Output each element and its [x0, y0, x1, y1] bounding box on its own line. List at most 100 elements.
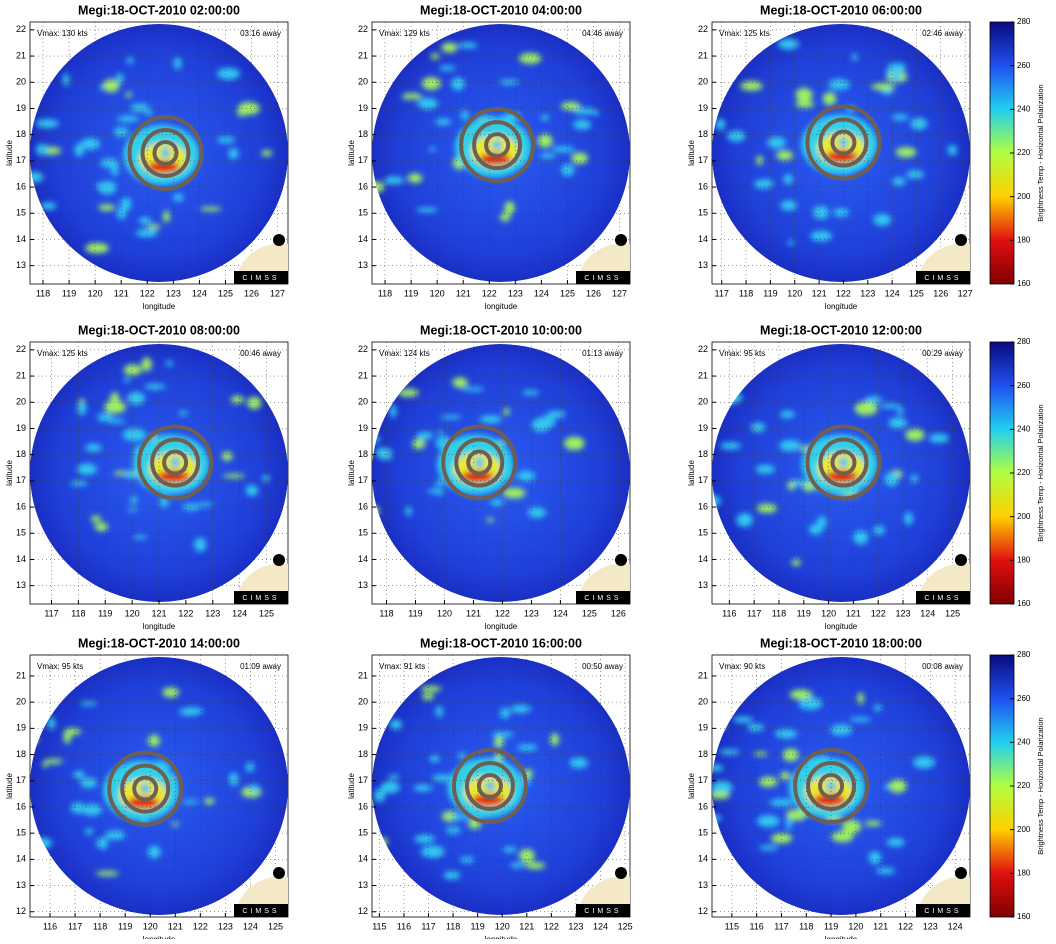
x-tick-label: 120	[430, 288, 445, 298]
cloud-spot	[439, 66, 456, 71]
x-tick-label: 119	[763, 288, 777, 298]
y-tick-label: 18	[698, 129, 708, 139]
y-axis-label: latitude	[347, 460, 356, 486]
y-tick-label: 13	[358, 580, 368, 590]
cloud-spot	[163, 211, 170, 223]
panel-title: Megi:18-OCT-2010 06:00:00	[760, 3, 922, 17]
x-tick-label: 127	[958, 288, 973, 298]
vmax-label: Vmax: 90 kts	[719, 662, 765, 671]
colorbar-tick-label: 200	[1017, 192, 1031, 201]
y-tick-label: 18	[16, 449, 26, 459]
y-tick-label: 22	[698, 344, 708, 354]
panel-title: Megi:18-OCT-2010 04:00:00	[420, 3, 582, 17]
cloud-spot	[775, 729, 798, 738]
y-tick-label: 20	[16, 77, 26, 87]
cloud-spot	[855, 402, 878, 416]
x-tick-label: 124	[553, 608, 568, 618]
cloud-spot	[767, 137, 786, 149]
cloud-spot	[85, 444, 102, 452]
x-tick-label: 120	[848, 921, 863, 931]
x-tick-label: 125	[560, 288, 575, 298]
cloud-spot	[873, 214, 891, 226]
cloud-spot	[117, 208, 127, 219]
cloud-spot	[250, 784, 259, 792]
cloud-spot	[127, 392, 145, 405]
y-tick-label: 12	[358, 906, 368, 916]
y-tick-label: 12	[698, 906, 708, 916]
x-tick-label: 124	[593, 921, 608, 931]
y-tick-label: 21	[16, 670, 26, 680]
y-tick-label: 17	[16, 775, 26, 785]
x-tick-label: 117	[774, 921, 788, 931]
y-tick-label: 17	[358, 475, 368, 485]
cloud-spot	[828, 79, 850, 90]
vmax-label: Vmax: 124 kts	[379, 349, 430, 358]
y-tick-label: 17	[698, 775, 708, 785]
cloud-spot	[756, 465, 775, 474]
y-tick-label: 14	[16, 554, 26, 564]
cloud-spot	[91, 516, 101, 522]
cloud-spot	[876, 868, 895, 875]
cloud-spot	[440, 415, 461, 419]
cloud-spot	[174, 57, 182, 69]
cloud-spot	[128, 507, 138, 511]
y-tick-label: 15	[698, 828, 708, 838]
cloud-spot	[127, 57, 134, 64]
cloud-spot	[407, 173, 422, 183]
x-axis-label: longitude	[825, 622, 858, 631]
cloud-spot	[564, 437, 585, 450]
cloud-spot	[26, 172, 43, 182]
cloud-spot	[36, 144, 49, 156]
cloud-spot	[457, 42, 477, 48]
cloud-spot	[887, 838, 905, 846]
cloud-spot	[414, 835, 435, 843]
x-tick-label: 119	[797, 608, 811, 618]
cloud-spot	[889, 779, 907, 792]
eye	[826, 781, 836, 791]
cloud-spot	[751, 422, 765, 432]
x-tick-label: 123	[896, 608, 911, 618]
logo-text: CIMSS	[584, 275, 621, 282]
panel-title: Megi:18-OCT-2010 12:00:00	[760, 323, 922, 337]
colorbar-tick-label: 280	[1017, 650, 1031, 659]
x-tick-label: 119	[470, 921, 484, 931]
cloud-spot	[73, 771, 85, 779]
cloud-spot	[813, 206, 829, 219]
away-label: 00:50 away	[582, 662, 623, 671]
cloud-spot	[781, 200, 797, 210]
cloud-spot	[166, 360, 173, 366]
x-tick-label: 120	[495, 921, 510, 931]
logo-dot	[615, 554, 627, 566]
cloud-spot	[948, 145, 958, 155]
figure: Megi:18-OCT-2010 02:00:00118119120121122…	[0, 0, 1056, 939]
x-tick-label: 117	[747, 608, 761, 618]
y-tick-label: 21	[698, 670, 708, 680]
cloud-spot	[173, 194, 184, 202]
y-tick-label: 19	[358, 423, 368, 433]
y-tick-label: 21	[358, 50, 368, 60]
cloud-spot	[413, 785, 432, 792]
cloud-spot	[80, 778, 97, 788]
cloud-spot	[390, 405, 397, 418]
x-tick-label: 121	[466, 608, 481, 618]
cloud-spot	[831, 831, 853, 842]
y-tick-label: 18	[16, 129, 26, 139]
cloud-spot	[896, 147, 917, 157]
cloud-spot	[148, 735, 160, 747]
cloud-spot	[552, 146, 575, 152]
eye	[161, 148, 171, 158]
cloud-spot	[537, 416, 555, 428]
x-tick-label: 121	[151, 608, 166, 618]
cloud-spot	[238, 102, 260, 115]
x-tick-label: 120	[125, 608, 140, 618]
logo-text: CIMSS	[584, 595, 621, 602]
x-tick-label: 115	[372, 921, 386, 931]
logo-dot	[273, 234, 285, 246]
y-tick-label: 20	[16, 697, 26, 707]
y-tick-label: 16	[16, 181, 26, 191]
y-tick-label: 20	[16, 397, 26, 407]
colorbar-label: Brightness Temp - Horizontal Polarizatio…	[1036, 84, 1045, 221]
logo-dot	[615, 867, 627, 879]
colorbar-tick-label: 260	[1017, 381, 1031, 390]
